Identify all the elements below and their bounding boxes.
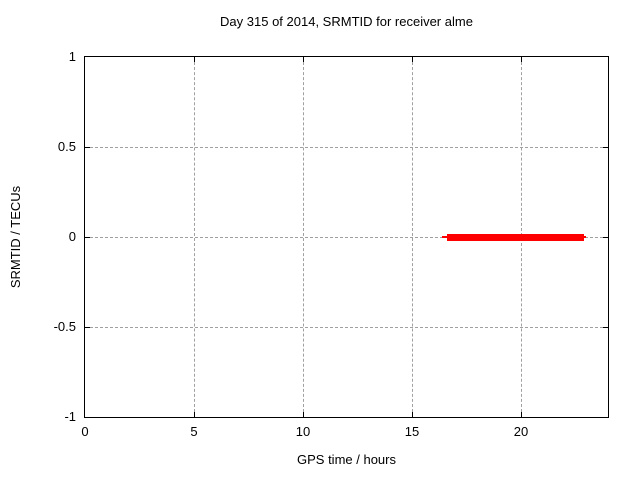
- y-tick-label: 1: [68, 49, 76, 64]
- y-tick-mark-left: [85, 147, 90, 148]
- y-tick-mark-right: [603, 237, 608, 238]
- y-gridline: [85, 147, 608, 148]
- y-gridline: [85, 237, 608, 238]
- plot-area: [84, 56, 609, 418]
- y-tick-label: -0.5: [53, 319, 76, 334]
- x-tick-label: 20: [513, 424, 529, 439]
- y-tick-mark-right: [603, 327, 608, 328]
- y-tick-mark-left: [85, 237, 90, 238]
- y-tick-label: 0: [68, 229, 76, 244]
- y-gridline: [85, 327, 608, 328]
- y-tick-label: 0.5: [57, 139, 76, 154]
- chart-title: Day 315 of 2014, SRMTID for receiver alm…: [220, 14, 473, 29]
- x-tick-mark-bottom: [412, 412, 413, 417]
- x-axis-label: GPS time / hours: [297, 452, 396, 467]
- y-tick-mark-left: [85, 327, 90, 328]
- data-series-line: [447, 234, 584, 241]
- x-tick-mark-top: [521, 57, 522, 62]
- x-tick-label: 15: [404, 424, 420, 439]
- x-tick-mark-bottom: [521, 412, 522, 417]
- x-tick-mark-top: [303, 57, 304, 62]
- x-tick-mark-bottom: [303, 412, 304, 417]
- x-tick-label: 10: [295, 424, 311, 439]
- x-tick-mark-top: [412, 57, 413, 62]
- x-tick-label: 5: [190, 424, 198, 439]
- y-tick-mark-right: [603, 147, 608, 148]
- x-tick-mark-bottom: [194, 412, 195, 417]
- y-tick-label: -1: [64, 409, 76, 424]
- x-tick-label: 0: [81, 424, 89, 439]
- x-tick-mark-top: [194, 57, 195, 62]
